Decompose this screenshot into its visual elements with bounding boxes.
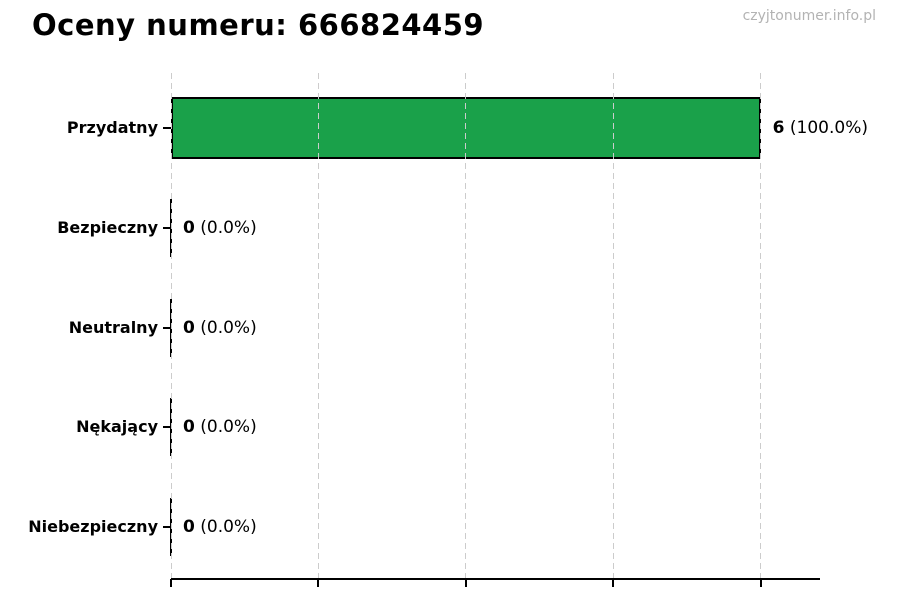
category-label: Nękający xyxy=(76,417,158,437)
y-axis-tick xyxy=(163,326,171,329)
value-percent: (0.0%) xyxy=(194,517,257,538)
value-label: 0 (0.0%) xyxy=(183,412,257,442)
chart-title: Oceny numeru: 666824459 xyxy=(32,8,485,42)
value-label: 0 (0.0%) xyxy=(183,213,257,243)
category-label: Neutralny xyxy=(68,317,158,337)
value-count: 0 xyxy=(183,217,195,238)
x-axis-tick xyxy=(170,579,172,587)
gridline xyxy=(760,73,762,579)
value-label: 0 (0.0%) xyxy=(183,512,257,542)
x-axis-tick xyxy=(464,579,467,587)
value-label: 6 (100.0%) xyxy=(773,113,868,143)
x-axis-tick xyxy=(759,579,762,587)
gridline xyxy=(170,73,172,579)
y-axis-tick xyxy=(163,426,171,429)
category-label: Niebezpieczny xyxy=(28,517,158,537)
y-axis-tick xyxy=(163,127,171,129)
gridline xyxy=(612,73,614,579)
gridline xyxy=(317,73,319,579)
x-axis-tick xyxy=(317,579,320,587)
category-label: Bezpieczny xyxy=(57,217,158,237)
y-axis-tick xyxy=(163,526,171,529)
value-percent: (0.0%) xyxy=(194,317,257,338)
value-count: 6 xyxy=(772,118,785,138)
value-percent: (0.0%) xyxy=(194,217,257,238)
value-label: 0 (0.0%) xyxy=(183,313,257,343)
gridline xyxy=(465,73,467,579)
x-axis-tick xyxy=(612,579,615,587)
watermark: czyjtonumer.info.pl xyxy=(742,8,876,24)
x-axis-line xyxy=(171,578,820,580)
value-count: 0 xyxy=(183,517,195,538)
y-axis-tick xyxy=(163,226,171,229)
value-count: 0 xyxy=(183,317,195,338)
value-count: 0 xyxy=(183,417,195,438)
value-percent: (0.0%) xyxy=(194,417,257,438)
value-percent: (100.0%) xyxy=(784,118,869,138)
category-label: Przydatny xyxy=(66,118,158,137)
